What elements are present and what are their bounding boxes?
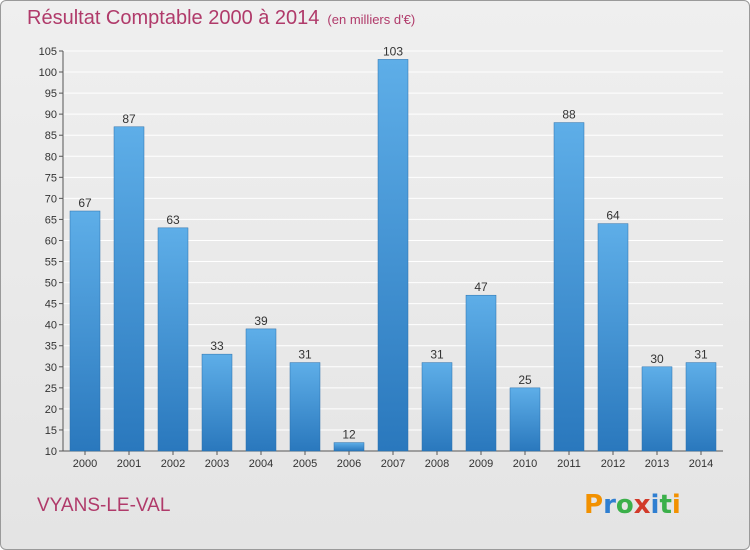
bar-2007 [377,59,409,452]
x-tick-label-2008: 2008 [425,458,449,470]
y-tick-label: 40 [45,320,57,332]
bars [69,59,717,452]
value-label-2008: 31 [430,348,444,362]
y-tick-label: 20 [45,404,57,416]
labels: 67 2000 87 2001 63 2002 33 2003 39 2004 31 2005 12 20… [73,44,713,470]
y-tick-label: 90 [45,109,57,121]
x-tick-label-2014: 2014 [689,458,713,470]
y-tick-label: 10 [45,446,57,458]
y-tick-label: 50 [45,278,57,290]
y-tick-label: 75 [45,172,57,184]
bar-2012 [597,223,629,452]
x-tick-label-2003: 2003 [205,458,229,470]
value-label-2007: 103 [383,44,403,58]
proxiti-logo[interactable]: Proxiti [584,490,681,520]
value-label-2011: 88 [562,108,576,122]
bar-2013 [641,366,673,452]
bar-2011 [553,122,585,452]
y-tick-label: 85 [45,130,57,142]
y-tick-label: 45 [45,299,57,311]
bar-2004 [245,328,277,452]
x-tick-label-2000: 2000 [73,458,97,470]
x-tick-label-2004: 2004 [249,458,273,470]
y-tick-label: 15 [45,425,57,437]
commune-name: VYANS-LE-VAL [37,495,171,516]
bar-2005 [289,362,321,452]
x-tick-label-2009: 2009 [469,458,493,470]
x-tick-label-2007: 2007 [381,458,405,470]
y-tick-label: 65 [45,214,57,226]
x-tick-label-2002: 2002 [161,458,185,470]
bar-2010 [509,387,541,452]
y-tick-label: 60 [45,235,57,247]
chart-title-text: Résultat Comptable 2000 à 2014 [27,7,320,29]
chart-subtitle: (en milliers d'€) [327,12,416,27]
value-label-2009: 47 [474,280,488,294]
chart-title: Résultat Comptable 2000 à 2014 (en millie… [27,7,415,30]
x-tick-label-2005: 2005 [293,458,317,470]
y-tick-label: 105 [39,46,57,58]
y-tick-label: 25 [45,383,57,395]
x-tick-label-2010: 2010 [513,458,537,470]
y-tick-label: 95 [45,88,57,100]
bar-2009 [465,294,497,452]
y-tick-label: 55 [45,257,57,269]
bar-2000 [69,210,101,452]
y-tick-label: 70 [45,193,57,205]
x-tick-label-2001: 2001 [117,458,141,470]
value-label-2012: 64 [606,209,620,223]
value-label-2002: 63 [166,213,180,227]
value-label-2010: 25 [518,373,532,387]
value-label-2005: 31 [298,348,312,362]
x-tick-label-2011: 2011 [557,458,581,470]
value-label-2006: 12 [342,428,356,442]
value-label-2003: 33 [210,339,224,353]
value-label-2014: 31 [694,348,708,362]
value-label-2001: 87 [122,112,136,126]
bar-2014 [685,362,717,452]
y-tick-label: 100 [39,67,57,79]
bar-2006 [333,442,365,452]
x-tick-label-2012: 2012 [601,458,625,470]
bar-2001 [113,126,145,452]
bar-2003 [201,353,233,452]
bar-2002 [157,227,189,452]
y-tick-label: 35 [45,341,57,353]
y-tick-label: 80 [45,151,57,163]
value-label-2013: 30 [650,352,664,366]
y-tick-label: 30 [45,362,57,374]
x-tick-label-2006: 2006 [337,458,361,470]
bar-2008 [421,362,453,452]
x-tick-label-2013: 2013 [645,458,669,470]
value-label-2000: 67 [78,196,92,210]
value-label-2004: 39 [254,314,268,328]
